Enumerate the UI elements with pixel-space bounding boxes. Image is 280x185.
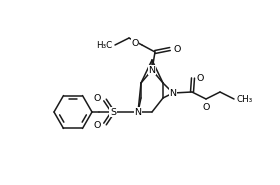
Text: N: N (134, 107, 141, 117)
Text: N: N (169, 88, 176, 97)
Text: O: O (94, 122, 101, 130)
Text: S: S (110, 107, 116, 117)
Text: H₃C: H₃C (96, 41, 112, 50)
Text: O: O (132, 38, 139, 48)
Text: O: O (174, 45, 181, 53)
Text: CH₃: CH₃ (237, 95, 253, 103)
Text: O: O (197, 73, 204, 83)
Text: N: N (148, 65, 155, 75)
Text: O: O (94, 93, 101, 102)
Text: O: O (202, 103, 210, 112)
